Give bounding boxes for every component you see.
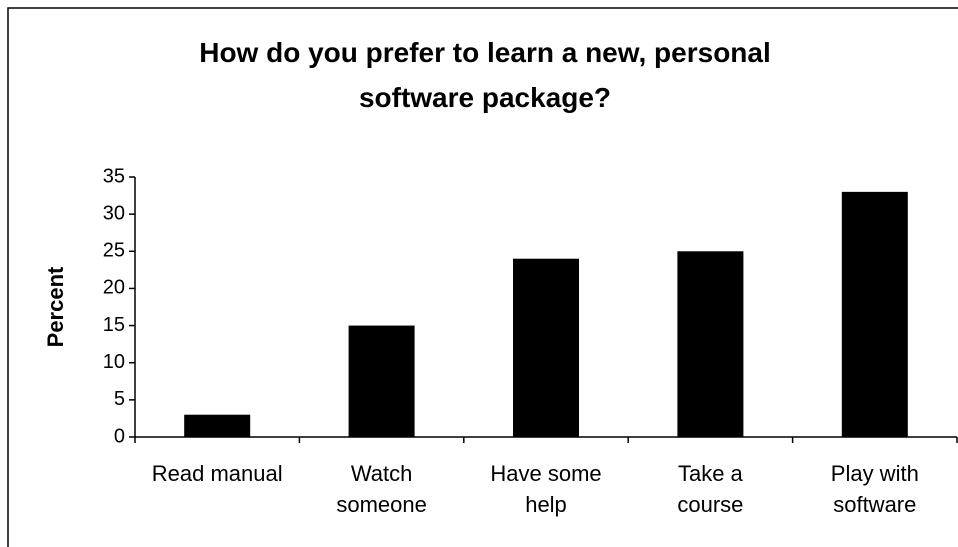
x-tick-label: Have some help (490, 461, 602, 517)
y-axis-label: Percent (43, 266, 68, 347)
x-tick-label: Take a course (677, 461, 744, 517)
x-tick-label: Watch someone (336, 461, 427, 517)
x-tick-label: Play with software (830, 461, 919, 517)
bar (184, 414, 251, 437)
chart-title: How do you prefer to learn a new, person… (199, 37, 771, 113)
y-tick-label: 5 (114, 388, 125, 410)
y-tick-label: 35 (103, 165, 125, 187)
y-tick-label: 25 (103, 240, 125, 262)
y-tick-label: 0 (114, 425, 125, 447)
bar (513, 258, 579, 437)
y-tick-label: 20 (103, 277, 125, 299)
bar (348, 325, 415, 437)
x-tick-label: Read manual (151, 461, 283, 486)
frame (7, 7, 958, 547)
y-tick-label: 30 (103, 202, 125, 224)
bar (841, 191, 908, 437)
bar (677, 251, 744, 437)
y-tick-label: 15 (103, 314, 125, 336)
y-tick-label: 10 (103, 351, 125, 373)
